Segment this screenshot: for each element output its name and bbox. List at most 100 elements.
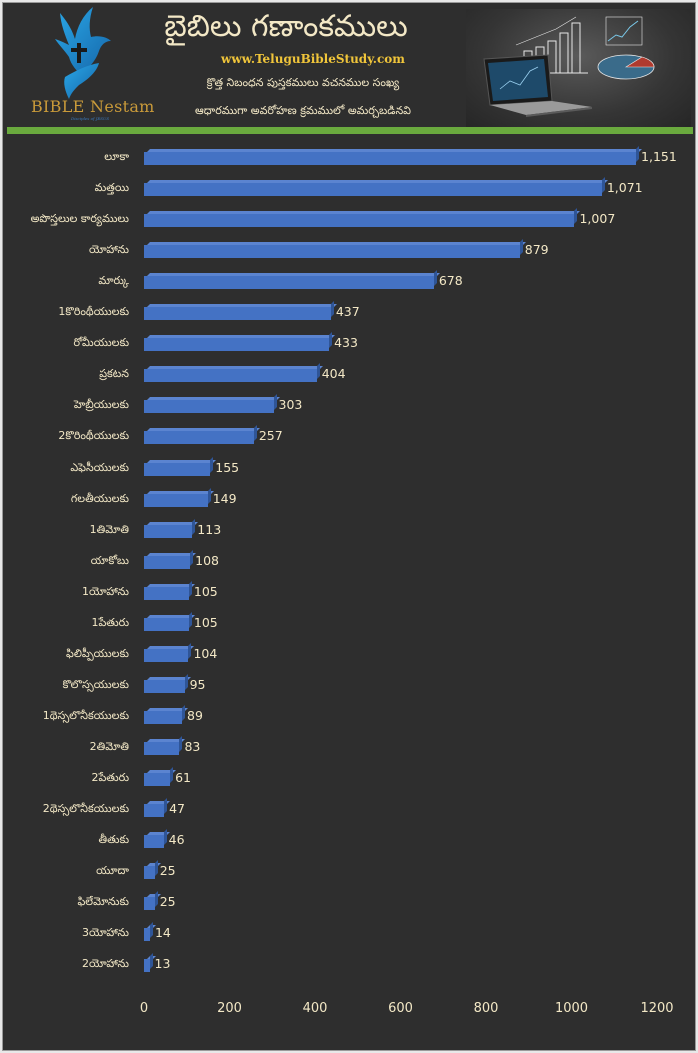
bar xyxy=(144,617,189,631)
value-label: 257 xyxy=(258,428,283,444)
bar-row: 1థెస్సలొనీకయులకు 89 xyxy=(3,707,695,727)
bar xyxy=(144,897,155,911)
category-label: యోహాను xyxy=(88,243,129,257)
bar-row: ఎఫెసీయులకు 155 xyxy=(3,459,695,479)
bar-row: 1పేతురు 105 xyxy=(3,614,695,634)
value-label: 25 xyxy=(159,894,176,910)
bar-row: 2థెస్సలొనీకయులకు 47 xyxy=(3,800,695,820)
x-axis-tick: 400 xyxy=(302,1001,328,1016)
category-label: హెబ్రీయులకు xyxy=(73,398,129,412)
value-label: 155 xyxy=(215,459,240,475)
category-label: 1యోహాను xyxy=(81,584,129,598)
bar xyxy=(144,648,189,662)
value-label: 303 xyxy=(278,397,303,413)
bar xyxy=(144,679,185,693)
category-label: రోమీయులకు xyxy=(73,336,130,350)
x-axis-tick: 600 xyxy=(388,1001,413,1016)
bar-row: లూకా 1,151 xyxy=(3,148,695,168)
bar xyxy=(144,369,317,383)
x-axis-tick: 1000 xyxy=(554,1001,589,1016)
bar-row: 3యోహాను 14 xyxy=(3,924,695,944)
bar-row: 2పేతురు 61 xyxy=(3,769,695,789)
value-label: 113 xyxy=(197,521,222,537)
laptop-with-charts-image xyxy=(466,9,691,127)
bar-row: మార్కు 678 xyxy=(3,272,695,292)
value-label: 47 xyxy=(169,801,185,817)
bar-row: అపొస్తలుల కార్యములు 1,007 xyxy=(3,210,695,230)
category-label: యూదా xyxy=(96,864,129,878)
category-label: కొలొస్సయులకు xyxy=(62,677,129,691)
category-label: ఫిలిప్పీయులకు xyxy=(66,646,129,660)
bar xyxy=(144,959,150,973)
x-axis-tick: 200 xyxy=(217,1001,242,1016)
value-label: 61 xyxy=(175,770,191,785)
logo-tagline: Disciples of JESUS xyxy=(71,116,110,121)
logo: BIBLE Nestam Disciples of JESUS xyxy=(15,5,154,123)
logo-text: BIBLE Nestam xyxy=(31,97,155,116)
category-label: 1తిమోతి xyxy=(89,522,129,536)
bar-row: యాకోబు 108 xyxy=(3,552,695,572)
category-label: 1థెస్సలొనీకయులకు xyxy=(42,708,129,722)
website-link[interactable]: www.TeluguBibleStudy.com xyxy=(221,52,405,66)
category-label: 2పేతురు xyxy=(91,771,129,784)
bar xyxy=(144,276,434,290)
category-label: 2థెస్సలొనీకయులకు xyxy=(42,802,129,816)
value-label: 1,071 xyxy=(606,180,643,196)
category-label: 2తిమోతి xyxy=(89,739,129,753)
bar xyxy=(144,773,171,786)
bar-row: తీతుకు 46 xyxy=(3,831,695,851)
bar xyxy=(144,245,520,259)
category-label: 2కొరింథీయులకు xyxy=(58,429,129,443)
value-label: 25 xyxy=(159,863,176,879)
bar-chart: లూకా 1,151 మత్తయి 1,071 అపొస్తలుల కార్యములు 1… xyxy=(3,139,695,1049)
bar-row: హెబ్రీయులకు 303 xyxy=(3,396,695,416)
value-label: 83 xyxy=(184,738,201,754)
bar-row: 2తిమోతి 83 xyxy=(3,738,695,758)
category-label: 1కొరింథీయులకు xyxy=(58,305,129,319)
value-label: 89 xyxy=(187,707,203,723)
category-label: మత్తయి xyxy=(94,181,129,195)
bar xyxy=(144,555,191,569)
value-label: 46 xyxy=(168,832,185,848)
bar xyxy=(144,835,164,849)
value-label: 108 xyxy=(195,552,220,568)
category-label: యాకోబు xyxy=(90,553,129,567)
category-label: ఎఫెసీయులకు xyxy=(70,460,129,474)
bar-row: 1తిమోతి 113 xyxy=(3,521,695,541)
bar xyxy=(144,338,330,352)
category-label: గలతీయులకు xyxy=(70,491,129,505)
value-label: 95 xyxy=(189,676,206,692)
bar xyxy=(144,710,183,724)
category-label: అపొస్తలుల కార్యములు xyxy=(30,212,129,226)
bar-row: యోహాను 879 xyxy=(3,241,695,261)
x-axis-tick: 0 xyxy=(139,1001,149,1016)
value-label: 105 xyxy=(193,614,218,630)
category-label: ఫిలేమోనుకు xyxy=(77,895,129,909)
value-label: 879 xyxy=(524,242,549,258)
value-label: 104 xyxy=(193,645,218,661)
category-label: 2యోహాను xyxy=(81,957,129,971)
bar xyxy=(144,586,189,600)
subtitle-line-1: క్రొత్త నిబంధన పుస్తకములు వచనముల సంఖ్య xyxy=(206,76,400,89)
bar xyxy=(144,152,637,165)
bar xyxy=(144,462,211,476)
category-label: మార్కు xyxy=(98,274,129,288)
header: BIBLE Nestam Disciples of JESUS బైబిలు గ… xyxy=(3,3,695,129)
bar-row: మత్తయి 1,071 xyxy=(3,179,695,199)
bar-row: కొలొస్సయులకు 95 xyxy=(3,676,695,696)
bar-row: ఫిలిప్పీయులకు 104 xyxy=(3,645,695,665)
bar-row: ఫిలేమోనుకు 25 xyxy=(3,893,695,913)
laptop-charts-illustration xyxy=(483,16,655,117)
bar xyxy=(144,804,165,818)
category-label: ప్రకటన xyxy=(99,367,129,381)
value-label: 678 xyxy=(438,273,463,289)
category-label: తీతుకు xyxy=(98,833,129,847)
bar-row: 2కొరింథీయులకు 257 xyxy=(3,427,695,447)
bar xyxy=(144,928,150,942)
value-label: 1,151 xyxy=(641,149,677,164)
x-axis-tick: 1200 xyxy=(640,1001,674,1016)
value-label: 404 xyxy=(321,366,346,382)
bar xyxy=(144,307,331,321)
category-label: లూకా xyxy=(104,150,129,163)
bar-row: రోమీయులకు 433 xyxy=(3,334,695,354)
